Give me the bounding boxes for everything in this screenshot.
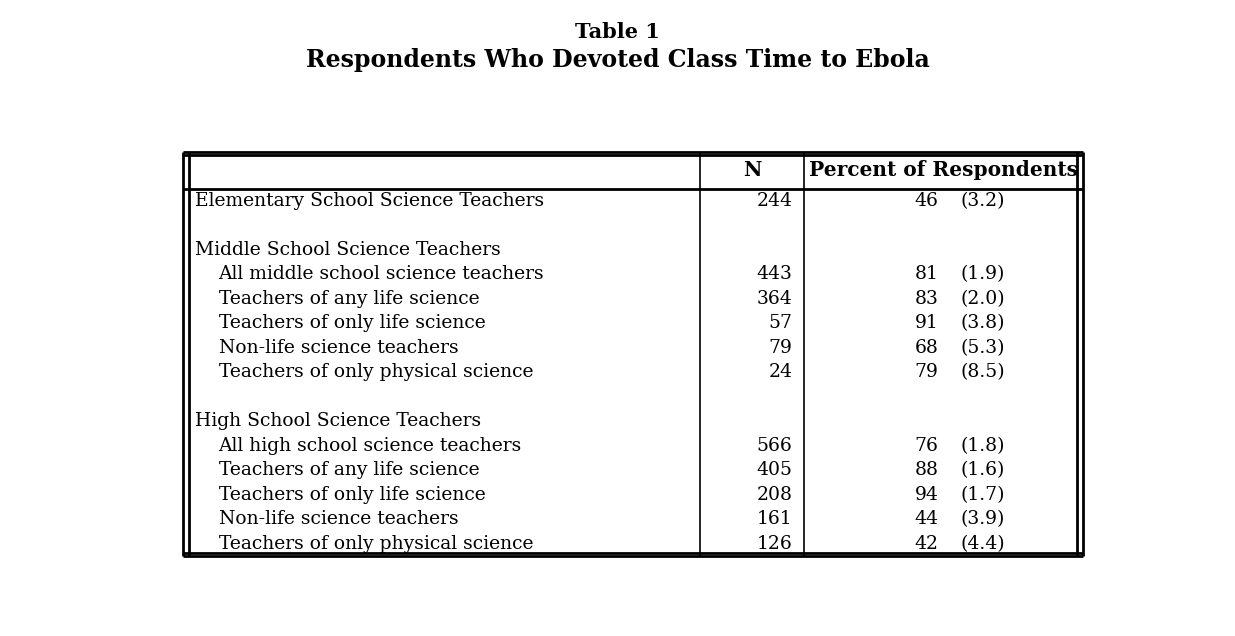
Text: All high school science teachers: All high school science teachers [219, 437, 521, 455]
Text: Teachers of only physical science: Teachers of only physical science [219, 363, 534, 382]
Text: 46: 46 [915, 192, 939, 210]
Text: Teachers of only life science: Teachers of only life science [219, 314, 485, 333]
Text: Teachers of only life science: Teachers of only life science [219, 486, 485, 504]
Text: 566: 566 [757, 437, 793, 455]
Text: 244: 244 [756, 192, 793, 210]
Text: 364: 364 [757, 290, 793, 308]
Text: Elementary School Science Teachers: Elementary School Science Teachers [195, 192, 543, 210]
Text: (4.4): (4.4) [961, 535, 1005, 553]
Text: 208: 208 [756, 486, 793, 504]
Text: 91: 91 [915, 314, 939, 333]
Text: 81: 81 [915, 265, 939, 284]
Text: (3.8): (3.8) [961, 314, 1005, 333]
Text: Middle School Science Teachers: Middle School Science Teachers [195, 241, 500, 259]
Text: Non-life science teachers: Non-life science teachers [219, 511, 458, 529]
Text: 42: 42 [915, 535, 939, 553]
Text: 405: 405 [756, 462, 793, 480]
Text: Table 1: Table 1 [576, 22, 659, 42]
Text: 24: 24 [768, 363, 793, 382]
Text: (8.5): (8.5) [961, 363, 1005, 382]
Text: 83: 83 [915, 290, 939, 308]
Text: Respondents Who Devoted Class Time to Ebola: Respondents Who Devoted Class Time to Eb… [305, 48, 930, 72]
Text: 57: 57 [768, 314, 793, 333]
Text: (5.3): (5.3) [961, 339, 1005, 357]
Text: All middle school science teachers: All middle school science teachers [219, 265, 545, 284]
Text: 126: 126 [757, 535, 793, 553]
Text: 76: 76 [915, 437, 939, 455]
Text: (3.9): (3.9) [961, 511, 1005, 529]
Text: (1.7): (1.7) [961, 486, 1005, 504]
Text: Teachers of any life science: Teachers of any life science [219, 290, 479, 308]
Text: 79: 79 [768, 339, 793, 357]
Text: High School Science Teachers: High School Science Teachers [195, 412, 480, 431]
Text: (1.8): (1.8) [961, 437, 1005, 455]
Text: 88: 88 [915, 462, 939, 480]
Text: 161: 161 [757, 511, 793, 529]
Text: (1.9): (1.9) [961, 265, 1005, 284]
Text: (2.0): (2.0) [961, 290, 1005, 308]
Text: Non-life science teachers: Non-life science teachers [219, 339, 458, 357]
Text: N: N [743, 160, 761, 181]
Text: 44: 44 [915, 511, 939, 529]
Text: 68: 68 [915, 339, 939, 357]
Text: Teachers of any life science: Teachers of any life science [219, 462, 479, 480]
Text: (3.2): (3.2) [961, 192, 1005, 210]
Text: (1.6): (1.6) [961, 462, 1005, 480]
Text: Percent of Respondents: Percent of Respondents [809, 160, 1078, 181]
Text: 443: 443 [757, 265, 793, 284]
Text: 94: 94 [915, 486, 939, 504]
Text: 79: 79 [915, 363, 939, 382]
Text: Teachers of only physical science: Teachers of only physical science [219, 535, 534, 553]
